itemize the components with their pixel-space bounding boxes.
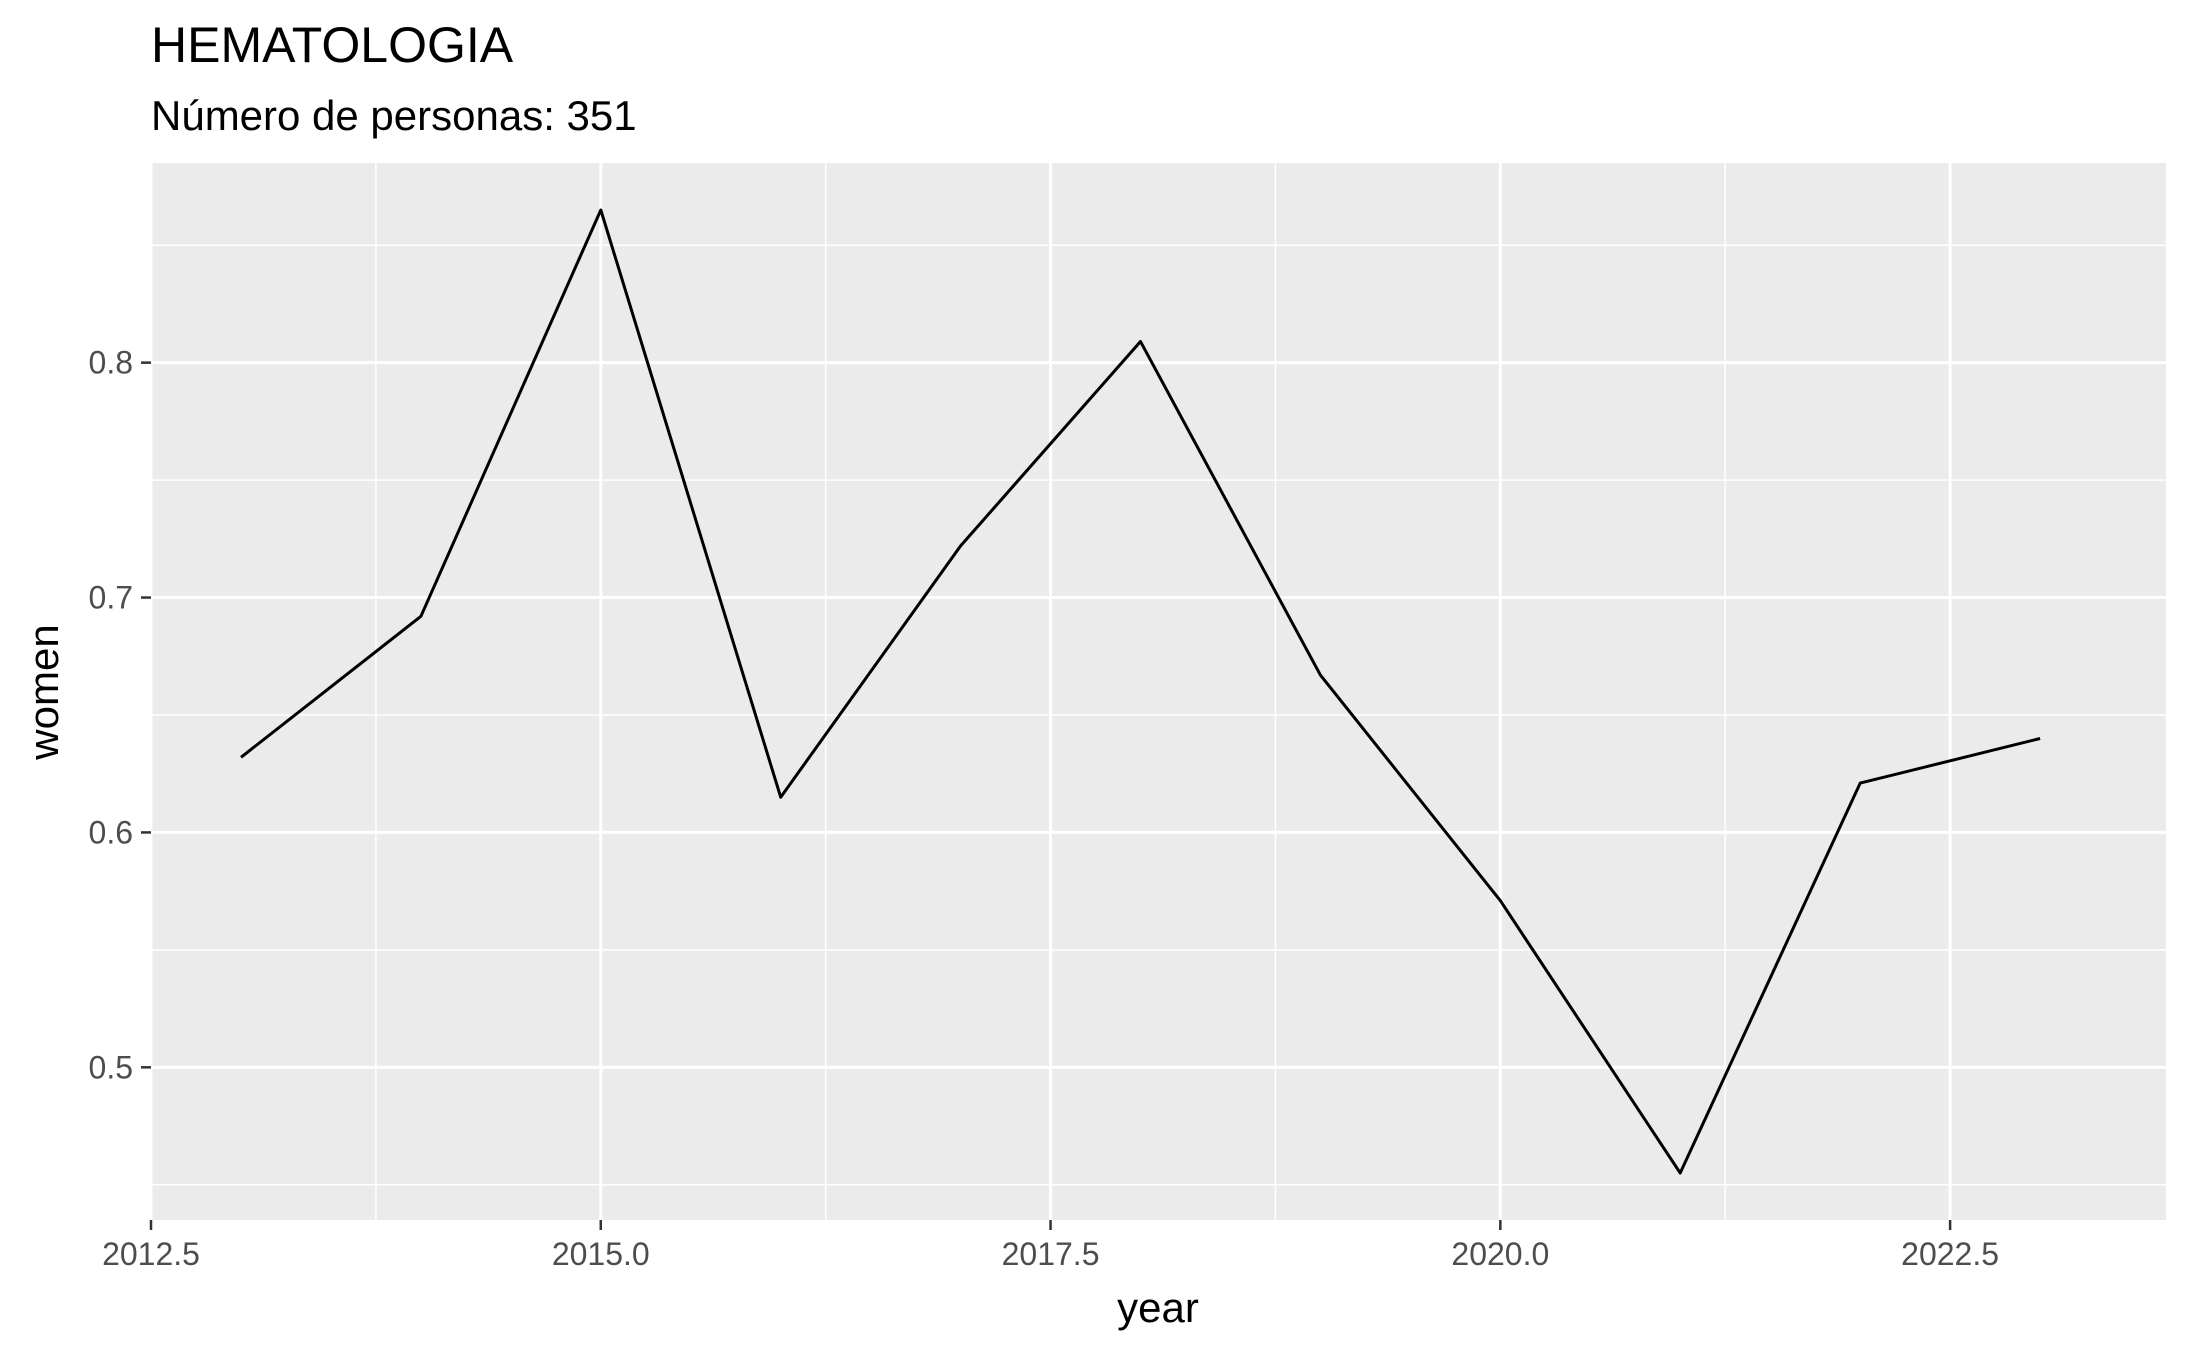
- x-tick-label: 2012.5: [102, 1236, 200, 1272]
- x-axis-title: year: [1117, 1284, 1199, 1331]
- series-line: [240, 208, 2041, 1175]
- x-tick-label: 2015.0: [552, 1236, 650, 1272]
- y-tick-label: 0.7: [89, 580, 133, 616]
- series-layer: [240, 208, 2041, 1175]
- x-tick-label: 2020.0: [1451, 1236, 1549, 1272]
- chart-subtitle: Número de personas: 351: [151, 92, 637, 139]
- x-tick-label: 2017.5: [1002, 1236, 1100, 1272]
- plot-panel: [151, 163, 2166, 1220]
- y-tick-label: 0.5: [89, 1049, 133, 1085]
- y-tick-label: 0.8: [89, 345, 133, 381]
- y-tick-label: 0.6: [89, 814, 133, 850]
- x-tick-label: 2022.5: [1901, 1236, 1999, 1272]
- y-axis-title: women: [20, 624, 67, 760]
- x-axis: 2012.5 2015.0 2017.5 2020.0 2022.5: [102, 1220, 1999, 1272]
- y-axis: 0.5 0.6 0.7 0.8: [89, 345, 151, 1085]
- minor-gridlines: [151, 163, 2166, 1220]
- major-gridlines: [149, 163, 2166, 1220]
- chart-title: HEMATOLOGIA: [151, 17, 514, 73]
